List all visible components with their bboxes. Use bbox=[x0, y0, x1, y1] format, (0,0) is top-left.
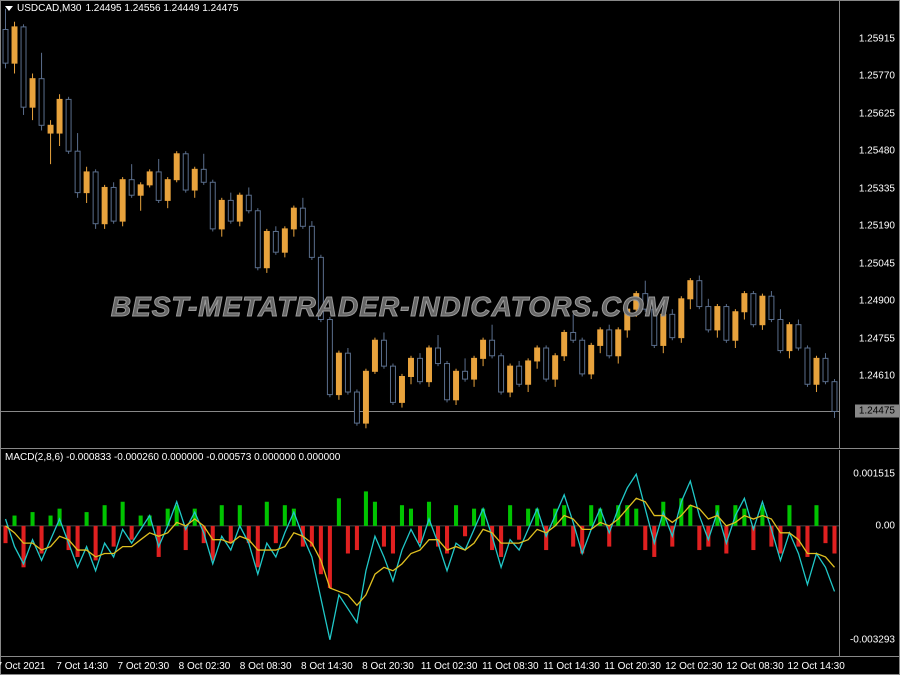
chart-window: USDCAD,M30 1.24495 1.24556 1.24449 1.244… bbox=[0, 0, 900, 675]
macd-y-tick: -0.003293 bbox=[850, 634, 895, 645]
x-tick: 12 Oct 02:30 bbox=[665, 661, 722, 672]
ohlc-label: 1.24495 1.24556 1.24449 1.24475 bbox=[85, 3, 238, 14]
current-price-tag: 1.24475 bbox=[855, 405, 899, 418]
x-tick: 8 Oct 02:30 bbox=[179, 661, 231, 672]
price-y-tick: 1.25335 bbox=[859, 183, 895, 194]
time-x-axis: 7 Oct 2021 7 Oct 14:30 7 Oct 20:30 8 Oct 02… bbox=[1, 656, 899, 674]
price-y-tick: 1.25480 bbox=[859, 146, 895, 157]
x-tick: 11 Oct 14:30 bbox=[543, 661, 600, 672]
candlestick-chart bbox=[1, 1, 839, 449]
price-plot-area[interactable]: BEST-METATRADER-INDICATORS.COM bbox=[1, 1, 839, 448]
x-tick: 11 Oct 20:30 bbox=[604, 661, 661, 672]
macd-header: MACD(2,8,6) -0.000833 -0.000260 0.000000… bbox=[5, 452, 340, 463]
price-y-axis: 1.25915 1.25770 1.25625 1.25480 1.25335 1.251… bbox=[839, 1, 899, 448]
price-y-tick: 1.24755 bbox=[859, 333, 895, 344]
price-y-tick: 1.24900 bbox=[859, 296, 895, 307]
price-y-tick: 1.25625 bbox=[859, 108, 895, 119]
x-tick: 12 Oct 08:30 bbox=[726, 661, 783, 672]
macd-y-axis: 0.001515 0.00 -0.003293 bbox=[839, 450, 899, 656]
x-tick: 12 Oct 14:30 bbox=[788, 661, 845, 672]
macd-label: MACD(2,8,6) -0.000833 -0.000260 0.000000… bbox=[5, 452, 340, 463]
x-tick: 8 Oct 08:30 bbox=[240, 661, 292, 672]
x-tick: 7 Oct 20:30 bbox=[117, 661, 169, 672]
macd-panel[interactable]: MACD(2,8,6) -0.000833 -0.000260 0.000000… bbox=[1, 450, 899, 656]
x-tick: 7 Oct 14:30 bbox=[56, 661, 108, 672]
price-y-tick: 1.25915 bbox=[859, 33, 895, 44]
price-y-tick: 1.25045 bbox=[859, 258, 895, 269]
symbol-label: USDCAD,M30 bbox=[17, 3, 81, 14]
price-y-tick: 1.25770 bbox=[859, 71, 895, 82]
macd-chart bbox=[1, 450, 839, 657]
dropdown-icon[interactable] bbox=[5, 6, 13, 11]
price-y-tick: 1.25190 bbox=[859, 221, 895, 232]
x-tick: 11 Oct 02:30 bbox=[421, 661, 478, 672]
price-panel[interactable]: USDCAD,M30 1.24495 1.24556 1.24449 1.244… bbox=[1, 1, 899, 449]
macd-y-tick: 0.001515 bbox=[853, 468, 895, 479]
x-tick: 8 Oct 20:30 bbox=[362, 661, 414, 672]
x-tick: 11 Oct 08:30 bbox=[482, 661, 539, 672]
macd-y-tick: 0.00 bbox=[876, 520, 895, 531]
price-y-tick: 1.24610 bbox=[859, 371, 895, 382]
x-tick: 8 Oct 14:30 bbox=[301, 661, 353, 672]
macd-plot-area[interactable] bbox=[1, 450, 839, 656]
x-tick: 7 Oct 2021 bbox=[0, 661, 45, 672]
chart-header: USDCAD,M30 1.24495 1.24556 1.24449 1.244… bbox=[5, 3, 238, 14]
